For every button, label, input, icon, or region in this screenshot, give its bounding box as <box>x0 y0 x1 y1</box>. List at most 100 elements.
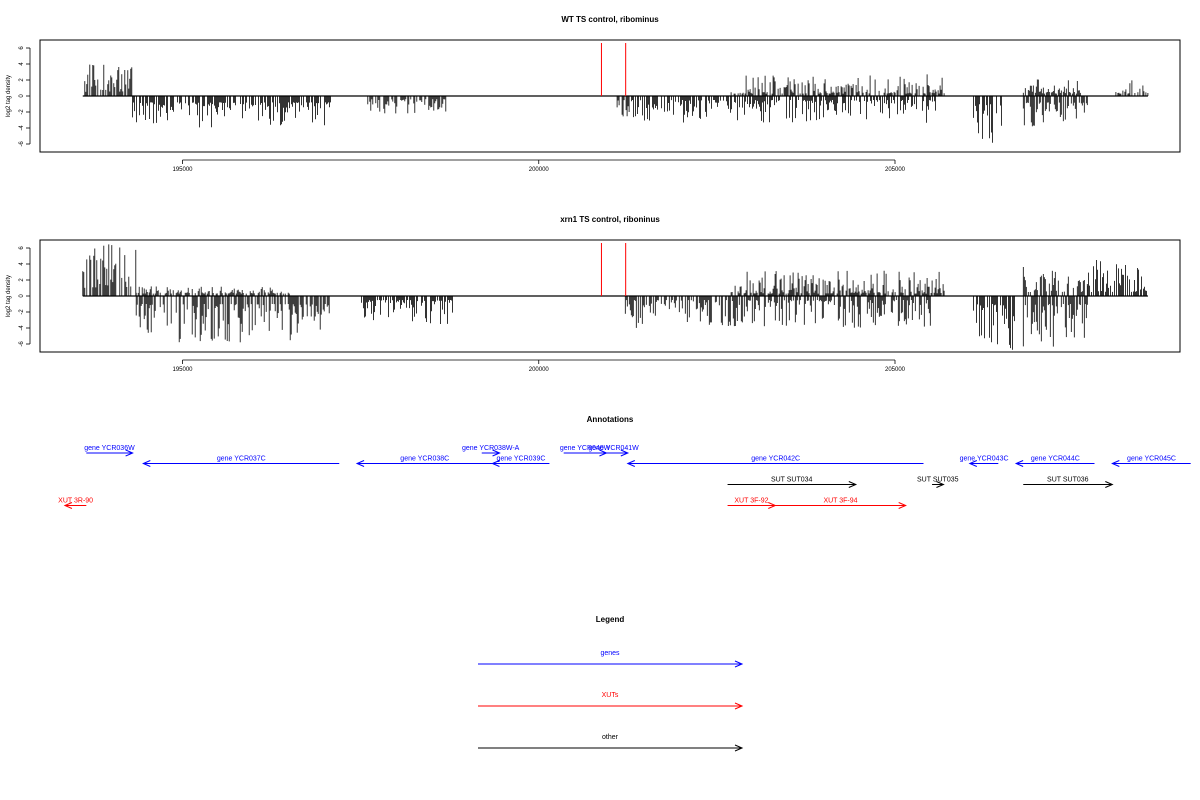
feature-arrowhead <box>1105 481 1114 488</box>
annotation-feature: gene YCR037C <box>142 456 340 467</box>
feature-label: gene YCR044C <box>1031 456 1080 463</box>
legend-item: genes <box>478 650 744 668</box>
annotation-tracks: gene YCR036W gene YCR037C gene YCR038C gene… <box>58 445 1191 509</box>
feature-arrowhead <box>620 449 630 457</box>
panel-title: xrn1 TS control, riboninus <box>560 215 660 224</box>
feature-arrowhead <box>1111 460 1120 467</box>
feature-label: gene YCR038C <box>400 456 449 463</box>
y-tick-label: 0 <box>19 294 25 298</box>
annotation-feature: gene YCR043C <box>960 456 1009 467</box>
legend-label: XUTs <box>602 692 619 699</box>
y-tick-label: -4 <box>19 125 25 131</box>
feature-arrowhead <box>355 460 365 467</box>
feature-arrowhead <box>898 502 907 509</box>
x-axis: 195000 200000 205000 <box>172 359 906 373</box>
y-tick-label: 6 <box>19 46 25 50</box>
y-tick-label: -2 <box>19 109 25 115</box>
red-markers <box>600 243 627 296</box>
feature-label: XUT 3R-90 <box>58 498 93 505</box>
y-tick-label: -6 <box>19 341 25 347</box>
feature-label: gene YCR040W <box>560 445 611 452</box>
legend-title: Legend <box>596 615 625 624</box>
annotation-feature: XUT 3R-90 <box>58 498 93 509</box>
feature-arrowhead <box>968 460 978 467</box>
y-tick-label: -4 <box>19 325 25 331</box>
legend-arrowhead <box>734 744 744 752</box>
feature-label: gene YCR038W-A <box>462 445 520 452</box>
feature-label: XUT 3F-94 <box>823 498 857 505</box>
x-tick-label: 205000 <box>885 167 906 173</box>
legend-arrowhead <box>734 702 744 710</box>
panel-title: WT TS control, ribominus <box>561 15 659 24</box>
feature-arrowhead <box>848 481 858 488</box>
x-tick-label: 205000 <box>885 367 906 373</box>
annotation-feature: gene YCR042C <box>626 456 924 467</box>
annotation-feature: SUT SUT035 <box>917 477 959 488</box>
density-bars <box>82 244 1148 350</box>
xrn1-density-panel: xrn1 TS control, riboninus -6 -4 -2 0 2 4 6 19… <box>6 215 1181 373</box>
annotations-title: Annotations <box>587 415 634 424</box>
legend-item: other <box>478 734 744 752</box>
y-tick-label: -2 <box>19 309 25 315</box>
annotation-feature: XUT 3F-94 <box>775 498 907 509</box>
feature-arrowhead <box>492 449 501 457</box>
feature-arrowhead <box>63 502 73 509</box>
annotation-feature: gene YCR038W-A <box>462 445 520 457</box>
feature-label: gene YCR042C <box>751 456 800 463</box>
feature-label: gene YCR037C <box>217 456 266 463</box>
feature-label: gene YCR041W <box>588 445 639 452</box>
y-axis-label: log2 tag density <box>6 75 12 117</box>
legend-arrowhead <box>734 660 744 668</box>
feature-arrowhead <box>491 460 500 467</box>
annotation-feature: SUT SUT034 <box>727 477 858 488</box>
feature-label: XUT 3F-92 <box>734 498 768 505</box>
feature-label: SUT SUT034 <box>771 477 813 484</box>
annotation-feature: XUT 3F-92 <box>727 498 777 509</box>
x-tick-label: 195000 <box>172 367 193 373</box>
x-tick-label: 195000 <box>172 167 193 173</box>
plot-frame <box>39 239 1181 353</box>
y-tick-label: 4 <box>19 262 25 266</box>
feature-label: SUT SUT036 <box>1047 477 1089 484</box>
y-tick-label: 4 <box>19 62 25 66</box>
y-tick-label: 6 <box>19 246 25 250</box>
feature-label: gene YCR045C <box>1127 456 1176 463</box>
feature-label: gene YCR039C <box>496 456 545 463</box>
y-axis-label: log2 tag density <box>6 275 12 317</box>
legend-item: XUTs <box>478 692 744 710</box>
legend-label: genes <box>600 650 620 657</box>
feature-label: SUT SUT035 <box>917 477 959 484</box>
feature-arrowhead <box>142 460 151 467</box>
plot-frame <box>39 39 1181 153</box>
legend-items: genes XUTs other <box>478 650 744 752</box>
y-tick-label: 0 <box>19 94 25 98</box>
feature-label: gene YCR043C <box>960 456 1009 463</box>
annotation-feature: gene YCR039C <box>491 456 550 467</box>
y-axis: -6 -4 -2 0 2 4 6 <box>19 246 31 347</box>
feature-arrowhead <box>936 481 945 488</box>
red-markers <box>600 43 627 96</box>
y-tick-label: -6 <box>19 141 25 147</box>
annotation-feature: gene YCR036W <box>84 445 135 457</box>
legend-label: other <box>602 734 619 741</box>
annotation-feature: gene YCR041W <box>588 445 639 457</box>
feature-arrowhead <box>1014 460 1024 467</box>
x-tick-label: 200000 <box>529 167 550 173</box>
density-bars <box>82 64 1149 143</box>
x-tick-label: 200000 <box>529 367 550 373</box>
annotation-feature: gene YCR038C <box>355 456 493 467</box>
feature-arrowhead <box>626 460 636 467</box>
wt-density-panel: WT TS control, ribominus -6 -4 -2 0 2 4 6 1950… <box>6 15 1181 173</box>
y-tick-label: 2 <box>19 278 25 282</box>
x-axis: 195000 200000 205000 <box>172 159 906 173</box>
y-tick-label: 2 <box>19 78 25 82</box>
y-axis: -6 -4 -2 0 2 4 6 <box>19 46 31 147</box>
annotation-feature: SUT SUT036 <box>1023 477 1114 488</box>
annotation-feature: gene YCR045C <box>1111 456 1191 467</box>
legend: Legend genes XUTs other <box>478 615 744 752</box>
annotation-feature: gene YCR044C <box>1014 456 1095 467</box>
feature-label: gene YCR036W <box>84 445 135 452</box>
feature-arrowhead <box>125 449 134 457</box>
